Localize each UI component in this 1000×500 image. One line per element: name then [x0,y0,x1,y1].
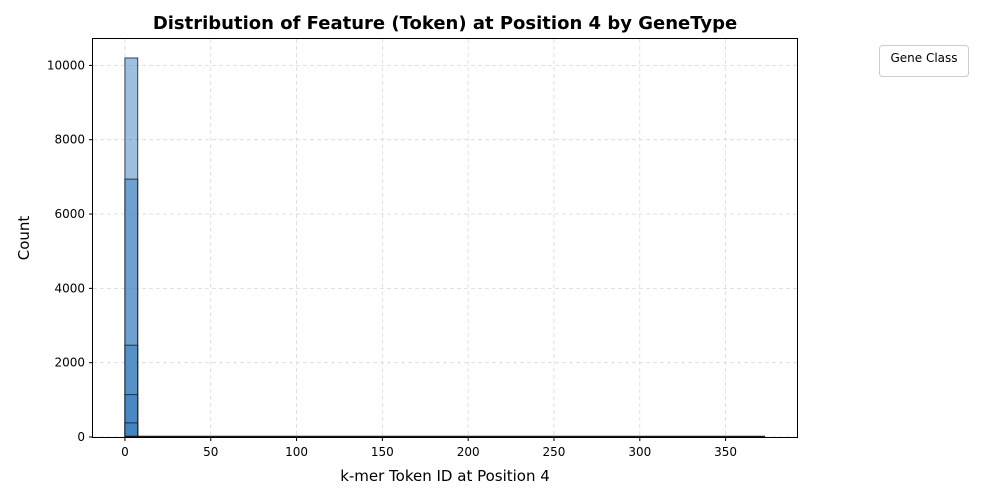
histogram-bars [124,57,139,438]
x-tick-label: 350 [714,445,737,459]
x-axis-ticks: 0 50 100 150 200 250 300 350 [121,437,737,459]
y-tick-label: 0 [77,430,85,444]
x-tick-label: 200 [457,445,480,459]
y-tick-label: 2000 [54,356,85,370]
y-axis-label: Count [15,216,33,261]
legend: Gene Class [879,45,969,77]
x-tick-label: 300 [628,445,651,459]
y-tick-label: 6000 [54,207,85,221]
histogram-bar [124,422,139,438]
y-axis-ticks: 0 2000 4000 6000 8000 10000 [47,58,93,444]
legend-title: Gene Class [890,51,957,65]
y-tick-label: 8000 [54,133,85,147]
x-tick-label: 0 [121,445,129,459]
y-tick-label: 4000 [54,281,85,295]
x-tick-label: 250 [543,445,566,459]
x-axis-label: k-mer Token ID at Position 4 [340,467,550,485]
plot-frame [92,38,798,438]
x-tick-label: 50 [203,445,218,459]
x-tick-label: 150 [371,445,394,459]
y-tick-label: 10000 [47,58,85,72]
x-tick-label: 100 [285,445,308,459]
legend-box [879,45,969,77]
chart-title: Distribution of Feature (Token) at Posit… [153,13,737,34]
grid-lines [93,39,797,438]
